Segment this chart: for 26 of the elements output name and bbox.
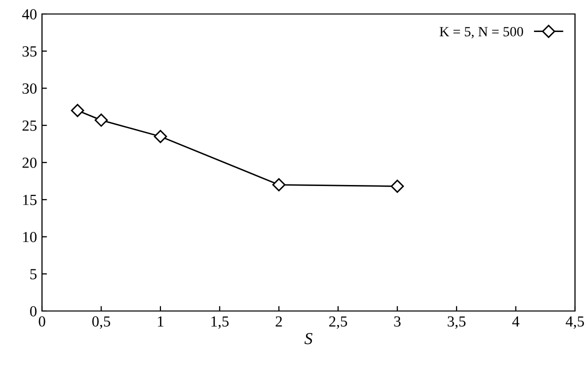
point	[154, 130, 168, 144]
y-tick-label: 30	[22, 83, 37, 94]
legend-label: K = 5, N = 500	[440, 26, 524, 38]
x-tick-label: 4,5	[566, 316, 584, 329]
point	[272, 178, 286, 192]
y-tick-label: 0	[30, 306, 37, 316]
y-tick-label: 25	[22, 120, 37, 131]
y-tick-label: 5	[30, 269, 37, 280]
point	[94, 114, 108, 127]
x-tick-label: 2	[276, 316, 282, 326]
x-tick-label: 4	[512, 316, 520, 326]
x-tick-label: 1	[158, 316, 164, 326]
point	[70, 104, 84, 118]
x-tick-label: 3	[394, 316, 401, 327]
point	[390, 180, 404, 193]
x-tick-label: 1,5	[211, 316, 229, 329]
y-tick-label: 40	[22, 9, 37, 20]
y-tick-label: 15	[23, 194, 37, 206]
y-tick-label: 35	[22, 46, 37, 57]
x-axis-title: S	[304, 333, 312, 344]
x-tick-label: 0	[38, 316, 46, 327]
y-tick-label: 20	[22, 158, 37, 168]
y-tick-label: 10	[23, 232, 37, 242]
x-tick-label: 0,5	[92, 316, 110, 329]
x-tick-label: 2,5	[329, 316, 348, 329]
x-tick-label: 3,5	[448, 316, 466, 329]
